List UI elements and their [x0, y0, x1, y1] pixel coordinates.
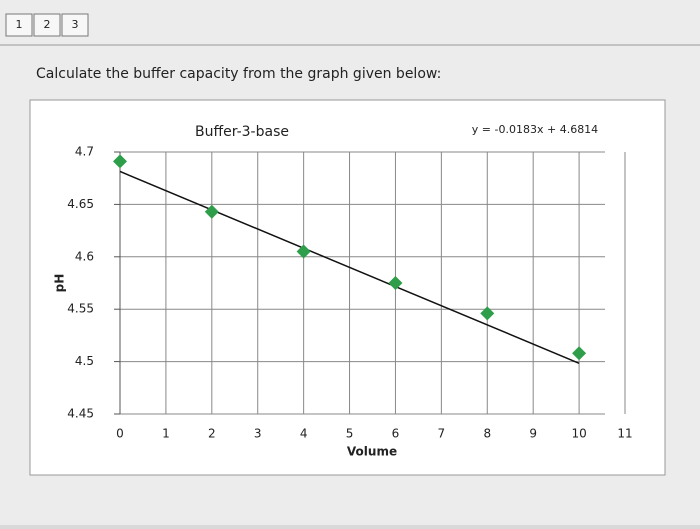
x-tick-label: 5	[346, 427, 354, 441]
y-tick-label: 4.55	[67, 302, 94, 316]
point	[113, 154, 127, 169]
point	[572, 346, 587, 361]
tab-label[interactable]: 3	[72, 18, 79, 31]
x-tick-label: 2	[208, 427, 216, 441]
y-tick-label: 4.45	[67, 407, 94, 421]
x-tick-label: 0	[116, 427, 124, 441]
point	[204, 204, 219, 219]
tab[interactable]	[5, 13, 33, 37]
equation: y = -0.0183x + 4.6814	[472, 123, 598, 136]
y-tick-label: 4.5	[75, 354, 94, 368]
point	[296, 244, 311, 259]
tab[interactable]	[33, 13, 61, 37]
point	[480, 306, 495, 321]
chart-title: Buffer-3-base	[195, 124, 289, 140]
tab[interactable]	[61, 13, 89, 37]
x-tick-label: 10	[571, 427, 586, 441]
y-tick-label: 4.7	[75, 145, 94, 159]
plot: 4.45 4.5 4.55 4.6 4.65 4.7 0 1 2 3 4 5 6 7 8 9 10 11	[67, 145, 632, 441]
y-tick-label: 4.65	[67, 197, 94, 211]
x-tick-label: 3	[254, 427, 262, 441]
point	[388, 276, 403, 290]
y-tick-label: 4.6	[75, 249, 94, 263]
tab-label[interactable]: 1	[16, 18, 23, 31]
x-tick-label: 9	[529, 427, 537, 441]
tab-bar: 1 2 3	[5, 13, 89, 37]
x-tick-label: 4	[300, 427, 308, 441]
trendline	[119, 170, 580, 364]
x-tick-label: 1	[162, 427, 170, 441]
x-tick-label: 11	[617, 427, 632, 441]
tab-label[interactable]: 2	[44, 18, 51, 31]
y-axis-label: pH	[53, 274, 67, 293]
x-tick-label: 8	[483, 427, 491, 441]
x-tick-label: 6	[392, 427, 400, 441]
chart-frame	[29, 99, 666, 476]
x-tick-label: 7	[438, 427, 446, 441]
question: Calculate the buffer capacity from the g…	[36, 66, 441, 82]
x-axis-label: Volume	[347, 445, 397, 459]
